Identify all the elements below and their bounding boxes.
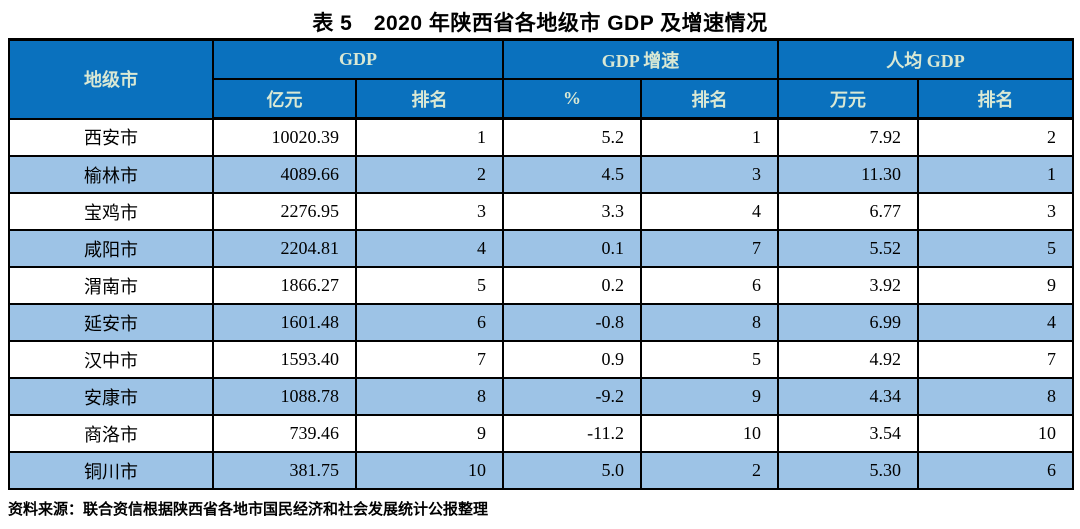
data-source-note: 资料来源：联合资信根据陕西省各地市国民经济和社会发展统计公报整理	[8, 502, 489, 518]
subheader-per-capita-rank: 排名	[917, 78, 1075, 120]
cell-gdp-rank: 3	[355, 192, 504, 231]
cell-per-capita-value: 3.92	[777, 266, 920, 305]
cell-city: 商洛市	[8, 414, 214, 453]
cell-per-capita-value: 7.92	[777, 117, 920, 157]
table-row: 榆林市 4089.66 2 4.5 3 11.30 1	[8, 155, 1075, 194]
subheader-per-capita-unit: 万元	[777, 78, 920, 120]
cell-growth-rank: 6	[639, 266, 780, 305]
cell-growth-rank: 9	[639, 377, 780, 416]
cell-per-capita-rank: 4	[917, 303, 1075, 342]
cell-gdp-rank: 2	[355, 155, 504, 194]
cell-per-capita-rank: 6	[917, 451, 1075, 490]
cell-per-capita-value: 6.77	[777, 192, 920, 231]
table-row: 渭南市 1866.27 5 0.2 6 3.92 9	[8, 266, 1075, 305]
cell-gdp-rank: 9	[355, 414, 504, 453]
cell-gdp-value: 1088.78	[212, 377, 357, 416]
cell-growth-value: 0.1	[502, 229, 642, 268]
table-row: 宝鸡市 2276.95 3 3.3 4 6.77 3	[8, 192, 1075, 231]
cell-gdp-value: 2204.81	[212, 229, 357, 268]
group-header-row: 地级市 GDP GDP 增速 人均 GDP	[8, 38, 1075, 120]
cell-growth-value: -0.8	[502, 303, 642, 342]
table-row: 延安市 1601.48 6 -0.8 8 6.99 4	[8, 303, 1075, 342]
cell-per-capita-rank: 10	[917, 414, 1075, 453]
cell-gdp-rank: 7	[355, 340, 504, 379]
group-header-gdp: GDP	[212, 38, 504, 80]
cell-growth-rank: 1	[639, 117, 780, 157]
header-cell-city: 地级市	[8, 38, 214, 120]
cell-per-capita-value: 11.30	[777, 155, 920, 194]
cell-growth-value: 5.2	[502, 117, 642, 157]
cell-city: 渭南市	[8, 266, 214, 305]
cell-city: 咸阳市	[8, 229, 214, 268]
cell-growth-rank: 10	[639, 414, 780, 453]
cell-growth-value: 0.9	[502, 340, 642, 379]
cell-gdp-value: 739.46	[212, 414, 357, 453]
subheader-growth-unit: %	[502, 78, 642, 120]
cell-growth-value: 5.0	[502, 451, 642, 490]
cell-growth-value: 4.5	[502, 155, 642, 194]
cell-gdp-rank: 10	[355, 451, 504, 490]
cell-gdp-value: 1593.40	[212, 340, 357, 379]
cell-growth-rank: 2	[639, 451, 780, 490]
cell-city: 汉中市	[8, 340, 214, 379]
cell-city: 西安市	[8, 117, 214, 157]
cell-gdp-rank: 5	[355, 266, 504, 305]
cell-per-capita-rank: 7	[917, 340, 1075, 379]
cell-growth-rank: 3	[639, 155, 780, 194]
page-title: 表 5 2020 年陕西省各地级市 GDP 及增速情况	[312, 12, 768, 35]
cell-growth-rank: 5	[639, 340, 780, 379]
cell-gdp-value: 1866.27	[212, 266, 357, 305]
table-row: 咸阳市 2204.81 4 0.1 7 5.52 5	[8, 229, 1075, 268]
cell-per-capita-rank: 5	[917, 229, 1075, 268]
cell-gdp-value: 4089.66	[212, 155, 357, 194]
cell-city: 榆林市	[8, 155, 214, 194]
cell-per-capita-rank: 1	[917, 155, 1075, 194]
cell-gdp-value: 10020.39	[212, 117, 357, 157]
cell-per-capita-value: 4.92	[777, 340, 920, 379]
cell-gdp-value: 2276.95	[212, 192, 357, 231]
table-header: 地级市 GDP GDP 增速 人均 GDP 亿元 排名 % 排名 万元 排名	[8, 38, 1075, 120]
cell-city: 安康市	[8, 377, 214, 416]
table-row: 西安市 10020.39 1 5.2 1 7.92 2	[8, 117, 1075, 157]
table-row: 安康市 1088.78 8 -9.2 9 4.34 8	[8, 377, 1075, 416]
cell-per-capita-value: 5.30	[777, 451, 920, 490]
cell-growth-rank: 8	[639, 303, 780, 342]
cell-per-capita-value: 3.54	[777, 414, 920, 453]
cell-per-capita-rank: 3	[917, 192, 1075, 231]
cell-gdp-rank: 4	[355, 229, 504, 268]
cell-growth-value: -9.2	[502, 377, 642, 416]
cell-city: 铜川市	[8, 451, 214, 490]
group-header-gdp-per-capita: 人均 GDP	[777, 38, 1075, 80]
group-header-gdp-growth: GDP 增速	[501, 38, 780, 80]
subheader-gdp-unit: 亿元	[212, 78, 357, 120]
table-row: 商洛市 739.46 9 -11.2 10 3.54 10	[8, 414, 1075, 453]
cell-city: 延安市	[8, 303, 214, 342]
cell-city: 宝鸡市	[8, 192, 214, 231]
cell-gdp-value: 1601.48	[212, 303, 357, 342]
cell-per-capita-rank: 8	[917, 377, 1075, 416]
table-row: 铜川市 381.75 10 5.0 2 5.30 6	[8, 451, 1075, 490]
cell-per-capita-value: 4.34	[777, 377, 920, 416]
cell-gdp-value: 381.75	[212, 451, 357, 490]
cell-growth-value: -11.2	[502, 414, 642, 453]
cell-gdp-rank: 6	[355, 303, 504, 342]
table-row: 汉中市 1593.40 7 0.9 5 4.92 7	[8, 340, 1075, 379]
cell-per-capita-value: 5.52	[777, 229, 920, 268]
cell-per-capita-value: 6.99	[777, 303, 920, 342]
cell-gdp-rank: 1	[355, 117, 504, 157]
cell-growth-rank: 4	[639, 192, 780, 231]
subheader-growth-rank: 排名	[639, 78, 780, 120]
cell-growth-value: 0.2	[502, 266, 642, 305]
cell-growth-value: 3.3	[502, 192, 642, 231]
cell-per-capita-rank: 2	[917, 117, 1075, 157]
sub-header-row: 亿元 排名 % 排名 万元 排名	[9, 78, 1075, 120]
cell-growth-rank: 7	[639, 229, 780, 268]
cell-gdp-rank: 8	[355, 377, 504, 416]
subheader-gdp-rank: 排名	[355, 78, 504, 120]
cell-per-capita-rank: 9	[917, 266, 1075, 305]
gdp-table: 地级市 GDP GDP 增速 人均 GDP 亿元 排名 % 排名 万元 排名 西…	[8, 38, 1075, 490]
table-body: 西安市 10020.39 1 5.2 1 7.92 2 榆林市 4089.66 …	[8, 117, 1075, 490]
